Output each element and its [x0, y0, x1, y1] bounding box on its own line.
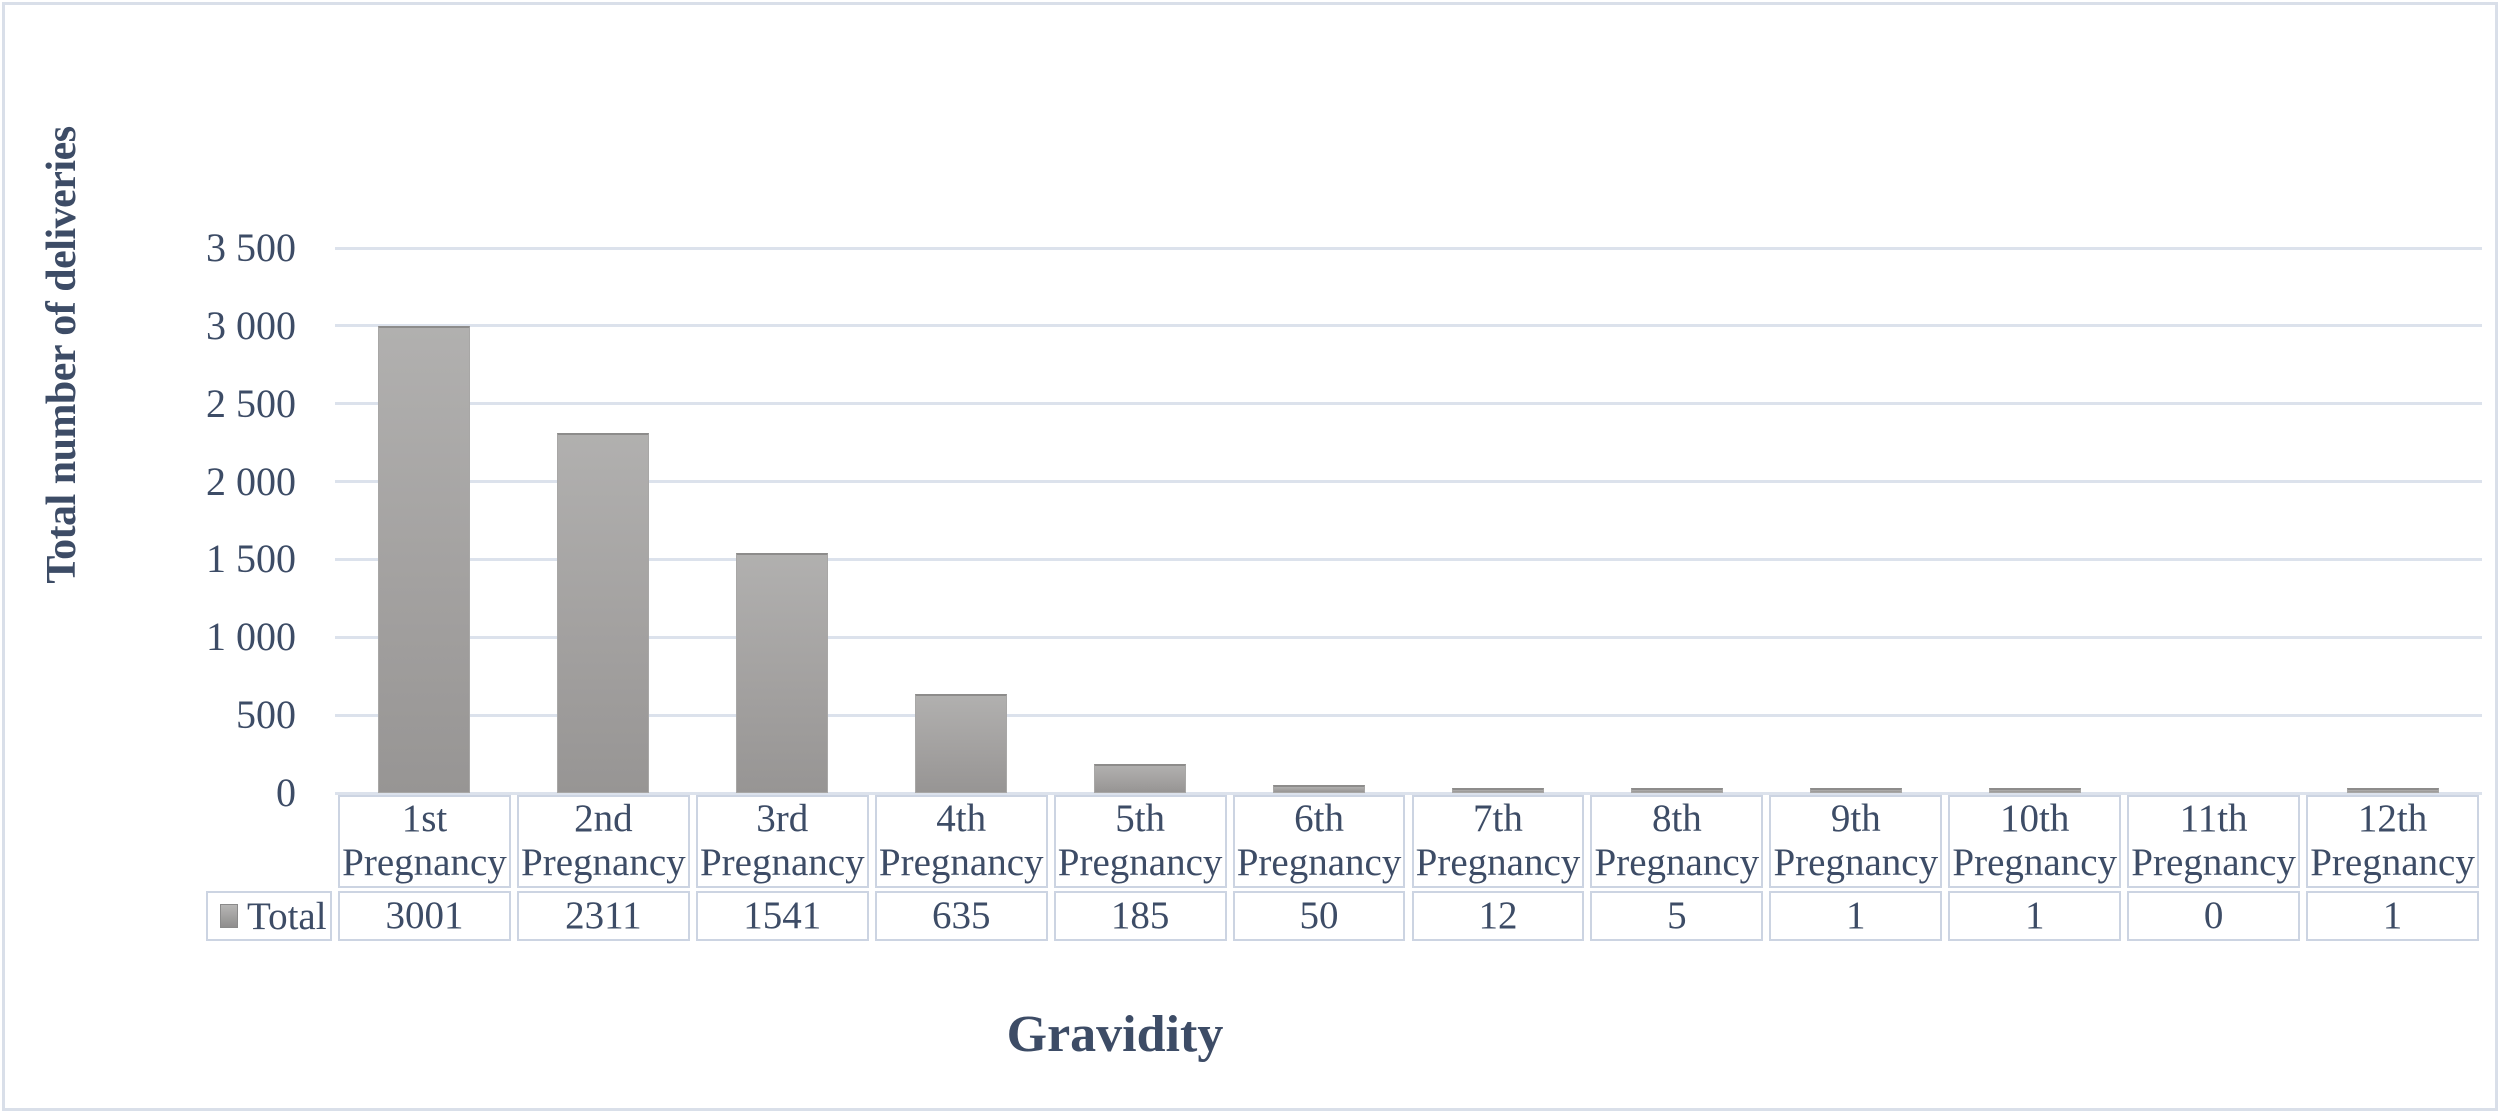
table-header-cell: 10th Pregnancy	[1948, 795, 2122, 888]
category-ordinal: 8th	[1651, 797, 1702, 840]
category-word: Pregnancy	[1952, 841, 2117, 884]
table-header-cell: 1st Pregnancy	[338, 795, 511, 888]
category-word: Pregnancy	[521, 841, 686, 884]
bar-10th-pregnancy	[1988, 788, 2081, 793]
table-header-cell: 6th Pregnancy	[1232, 795, 1406, 888]
category-word: Pregnancy	[342, 841, 507, 884]
category-word: Pregnancy	[1057, 841, 1223, 884]
table-header-cell: 3rd Pregnancy	[695, 795, 869, 888]
table-value-cell: 0	[2127, 891, 2301, 941]
category-ordinal: 3rd	[756, 797, 809, 840]
category-ordinal: 4th	[936, 797, 987, 840]
bar-2nd-pregnancy	[557, 433, 650, 793]
table-header-cell: 8th Pregnancy	[1590, 795, 1764, 888]
y-tick-label: 3 000	[206, 302, 296, 348]
gridline	[335, 246, 2482, 250]
y-tick-label: 2 500	[206, 380, 296, 426]
category-word: Pregnancy	[699, 841, 865, 884]
category-ordinal: 1st	[401, 797, 448, 840]
gridline	[335, 480, 2482, 484]
category-ordinal: 2nd	[574, 797, 633, 840]
bar-8th-pregnancy	[1630, 788, 1723, 793]
table-header-cell: 11th Pregnancy	[2127, 795, 2301, 888]
plot-area	[335, 246, 2482, 795]
legend-label: Total	[247, 894, 327, 938]
gridline	[335, 402, 2482, 406]
legend-cell: Total	[206, 891, 332, 941]
bar-3rd-pregnancy	[736, 553, 829, 793]
y-tick-label: 1 500	[206, 536, 296, 582]
table-header-cell: 4th Pregnancy	[874, 795, 1048, 888]
category-ordinal: 11th	[2179, 797, 2248, 840]
table-header-cell: 5th Pregnancy	[1053, 795, 1227, 888]
category-word: Pregnancy	[2131, 841, 2296, 884]
category-word: Pregnancy	[878, 841, 1044, 884]
gridline	[335, 713, 2482, 717]
category-word: Pregnancy	[1236, 841, 1402, 884]
bar-7th-pregnancy	[1451, 788, 1544, 793]
category-ordinal: 12th	[2357, 797, 2428, 840]
table-header-cell: 9th Pregnancy	[1769, 795, 1943, 888]
category-ordinal: 5th	[1115, 797, 1166, 840]
category-word: Pregnancy	[2310, 841, 2475, 884]
y-tick-label: 500	[236, 692, 296, 738]
y-tick-label: 0	[276, 770, 296, 815]
table-value-cell: 12	[1411, 891, 1585, 941]
table-value-cell: 1	[1769, 891, 1943, 941]
category-ordinal: 10th	[2000, 797, 2070, 840]
table-value-cell: 50	[1232, 891, 1406, 941]
bar-6th-pregnancy	[1273, 785, 1366, 793]
table-header-cell: 12th Pregnancy	[2306, 795, 2479, 888]
table-value-cell: 1	[1948, 891, 2122, 941]
table-header-cell: 7th Pregnancy	[1411, 795, 1585, 888]
gridline	[335, 791, 2482, 795]
x-axis-title: Gravidity	[1006, 1006, 1224, 1063]
table-value-cell: 635	[874, 891, 1048, 941]
category-ordinal: 9th	[1830, 797, 1881, 840]
bar-12th-pregnancy	[2346, 788, 2439, 793]
y-tick-label: 2 000	[206, 458, 296, 504]
table-value-cell: 2311	[516, 891, 690, 941]
bar-5th-pregnancy	[1094, 764, 1187, 793]
category-word: Pregnancy	[1773, 841, 1939, 884]
table-value-cell: 3001	[338, 891, 511, 941]
y-tick-label: 1 000	[206, 614, 296, 660]
bar-9th-pregnancy	[1809, 788, 1902, 793]
gridline	[335, 324, 2482, 328]
legend-key-icon	[220, 904, 238, 928]
category-word: Pregnancy	[1415, 841, 1581, 884]
table-value-cell: 5	[1590, 891, 1764, 941]
category-word: Pregnancy	[1594, 841, 1760, 884]
bar-1st-pregnancy	[378, 326, 471, 793]
table-value-cell: 185	[1053, 891, 1227, 941]
category-ordinal: 6th	[1294, 797, 1344, 840]
bar-4th-pregnancy	[915, 694, 1008, 793]
gridline	[335, 557, 2482, 561]
y-axis-title: Total number of deliveries	[39, 126, 85, 584]
table-header-cell: 2nd Pregnancy	[516, 795, 690, 888]
y-tick-label: 3 500	[206, 225, 296, 270]
table-value-cell: 1	[2306, 891, 2479, 941]
table-value-cell: 1541	[695, 891, 869, 941]
gridline	[335, 635, 2482, 639]
category-ordinal: 7th	[1473, 797, 1523, 840]
